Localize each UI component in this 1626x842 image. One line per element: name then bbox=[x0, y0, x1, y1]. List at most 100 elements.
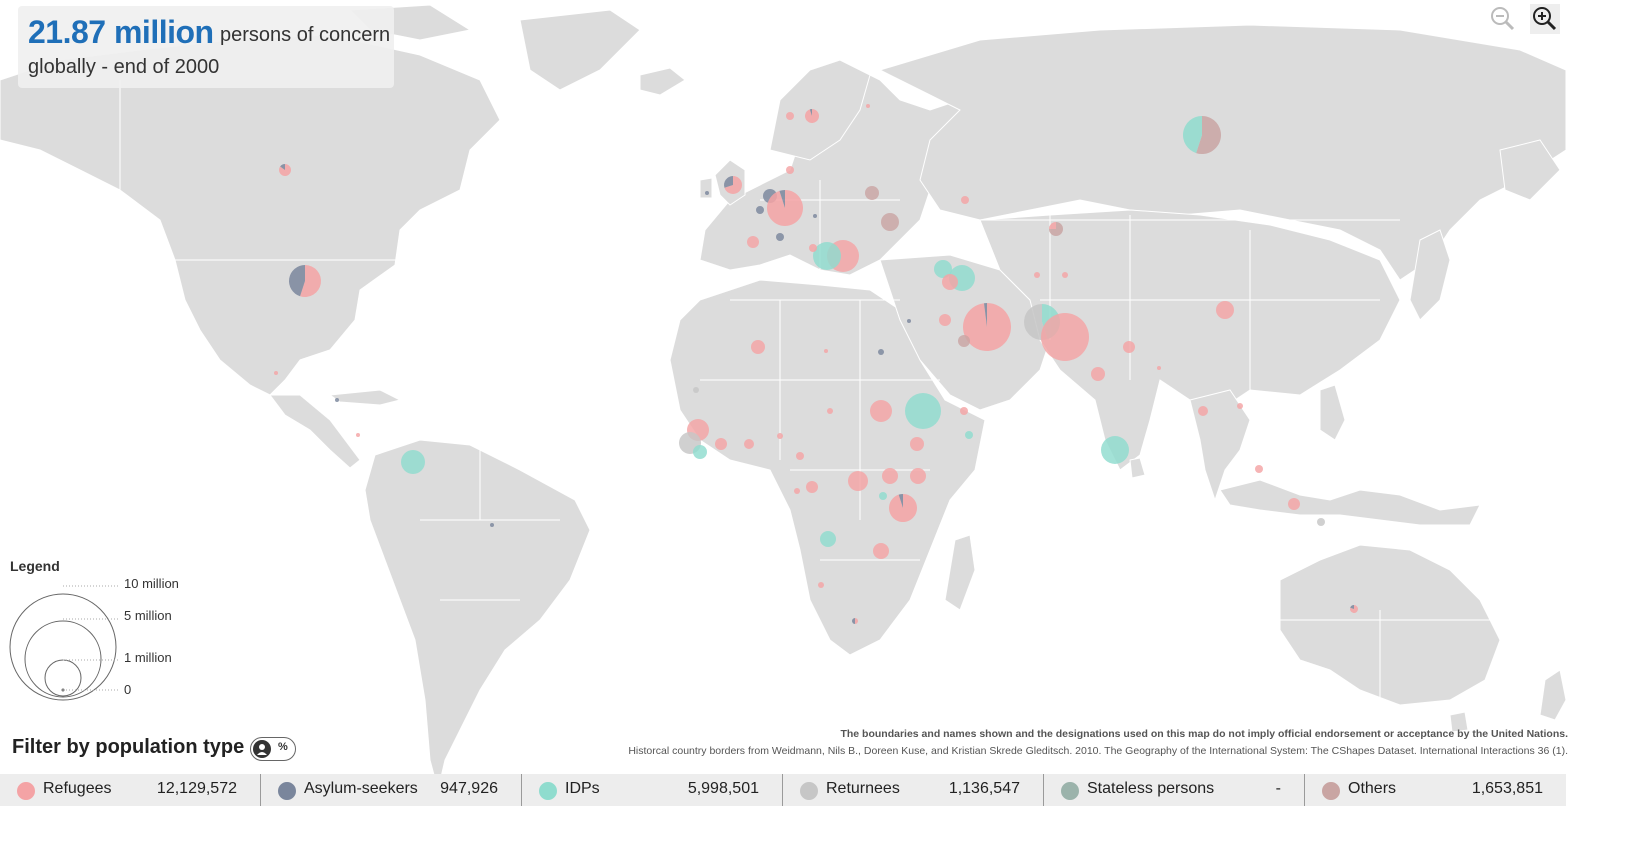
others-color-dot bbox=[1322, 782, 1340, 800]
country-bubble[interactable] bbox=[401, 450, 425, 474]
country-bubble[interactable] bbox=[818, 582, 824, 588]
country-bubble[interactable] bbox=[274, 371, 278, 375]
country-bubble[interactable] bbox=[1198, 406, 1208, 416]
country-bubble[interactable] bbox=[756, 206, 764, 214]
country-bubble[interactable] bbox=[910, 437, 924, 451]
country-bubble[interactable] bbox=[1062, 272, 1068, 278]
country-bubble-slice[interactable] bbox=[300, 265, 321, 297]
country-bubble[interactable] bbox=[882, 468, 898, 484]
country-bubble[interactable] bbox=[1216, 301, 1234, 319]
country-bubble-slice[interactable] bbox=[280, 164, 285, 170]
country-bubble[interactable] bbox=[907, 319, 911, 323]
country-bubble[interactable] bbox=[751, 340, 765, 354]
zoom-in-button[interactable] bbox=[1530, 4, 1560, 34]
country-bubble[interactable] bbox=[1123, 341, 1135, 353]
country-bubble[interactable] bbox=[1317, 518, 1325, 526]
country-bubble[interactable] bbox=[961, 196, 969, 204]
country-bubble-slice[interactable] bbox=[852, 618, 855, 624]
country-bubble[interactable] bbox=[824, 349, 828, 353]
country-bubble[interactable] bbox=[942, 274, 958, 290]
country-bubble[interactable] bbox=[813, 214, 817, 218]
country-bubble[interactable] bbox=[958, 335, 970, 347]
country-bubble-slice[interactable] bbox=[1196, 116, 1221, 155]
country-bubble[interactable] bbox=[965, 431, 973, 439]
filter-asylum-seekers[interactable]: Asylum-seekers 947,926 bbox=[261, 774, 522, 806]
country-bubble[interactable] bbox=[356, 433, 360, 437]
legend-label-5m: 5 million bbox=[124, 608, 172, 623]
filter-stateless-persons[interactable]: Stateless persons - bbox=[1044, 774, 1305, 806]
country-bubble[interactable] bbox=[813, 242, 841, 270]
country-bubble-slice[interactable] bbox=[1183, 116, 1202, 154]
country-bubble[interactable] bbox=[939, 314, 951, 326]
bubbles-layer[interactable] bbox=[274, 104, 1358, 624]
country-bubble[interactable] bbox=[1041, 313, 1089, 361]
country-bubble[interactable] bbox=[705, 191, 709, 195]
filter-name: IDPs bbox=[565, 780, 600, 797]
country-bubble[interactable] bbox=[809, 244, 817, 252]
filter-idps[interactable]: IDPs 5,998,501 bbox=[522, 774, 783, 806]
country-bubble[interactable] bbox=[905, 393, 941, 429]
country-bubble[interactable] bbox=[848, 471, 868, 491]
country-bubble[interactable] bbox=[934, 260, 952, 278]
map-svg[interactable] bbox=[0, 0, 1626, 800]
country-bubble[interactable] bbox=[806, 481, 818, 493]
country-bubble[interactable] bbox=[865, 186, 879, 200]
country-bubble[interactable] bbox=[910, 468, 926, 484]
country-bubble-slice[interactable] bbox=[983, 303, 987, 327]
country-bubble[interactable] bbox=[960, 407, 968, 415]
country-bubble-slice[interactable] bbox=[279, 163, 292, 176]
country-bubble-slice[interactable] bbox=[962, 303, 1011, 352]
country-bubble[interactable] bbox=[879, 492, 887, 500]
country-bubble-slice[interactable] bbox=[1049, 222, 1056, 229]
country-bubble[interactable] bbox=[794, 488, 800, 494]
country-bubble[interactable] bbox=[796, 452, 804, 460]
country-bubble-slice[interactable] bbox=[855, 618, 858, 624]
country-bubble[interactable] bbox=[873, 543, 889, 559]
filter-count: 1,653,851 bbox=[1471, 780, 1543, 797]
country-bubble[interactable] bbox=[866, 104, 870, 108]
country-bubble[interactable] bbox=[820, 531, 836, 547]
country-bubble[interactable] bbox=[878, 349, 884, 355]
filter-name: Asylum-seekers bbox=[304, 780, 418, 797]
country-bubble-slice[interactable] bbox=[898, 494, 903, 508]
country-bubble[interactable] bbox=[1157, 366, 1161, 370]
country-bubble[interactable] bbox=[827, 408, 833, 414]
country-bubble[interactable] bbox=[747, 236, 759, 248]
country-bubble[interactable] bbox=[776, 233, 784, 241]
country-bubble[interactable] bbox=[777, 433, 783, 439]
country-bubble-slice[interactable] bbox=[805, 109, 819, 124]
country-bubble[interactable] bbox=[1034, 272, 1040, 278]
country-bubble[interactable] bbox=[1237, 403, 1243, 409]
country-bubble[interactable] bbox=[1101, 436, 1129, 464]
filter-returnees[interactable]: Returnees 1,136,547 bbox=[783, 774, 1044, 806]
country-bubble-slice[interactable] bbox=[724, 176, 742, 194]
percent-toggle[interactable]: % bbox=[250, 737, 296, 761]
filter-count: 1,136,547 bbox=[948, 780, 1020, 797]
country-bubble-slice[interactable] bbox=[724, 176, 733, 188]
country-bubble[interactable] bbox=[786, 112, 794, 120]
legend-label-1m: 1 million bbox=[124, 650, 172, 665]
country-bubble-slice[interactable] bbox=[888, 494, 918, 523]
country-bubble-slice[interactable] bbox=[1350, 605, 1354, 609]
country-bubble[interactable] bbox=[786, 166, 794, 174]
country-bubble[interactable] bbox=[1288, 498, 1300, 510]
country-bubble[interactable] bbox=[1255, 465, 1263, 473]
filter-refugees[interactable]: Refugees 12,129,572 bbox=[0, 774, 261, 806]
country-bubble[interactable] bbox=[693, 445, 707, 459]
country-bubble-slice[interactable] bbox=[288, 265, 305, 297]
world-map[interactable]: 21.87 million persons of concern globall… bbox=[0, 0, 1626, 800]
country-bubble[interactable] bbox=[715, 438, 727, 450]
country-bubble-slice[interactable] bbox=[779, 190, 785, 208]
country-bubble[interactable] bbox=[335, 398, 339, 402]
country-bubble[interactable] bbox=[870, 400, 892, 422]
country-bubble[interactable] bbox=[1091, 367, 1105, 381]
country-bubble-slice[interactable] bbox=[809, 109, 812, 116]
country-bubble[interactable] bbox=[881, 213, 899, 231]
country-bubble[interactable] bbox=[693, 387, 699, 393]
land-layer bbox=[0, 4, 1567, 791]
zoom-out-button[interactable] bbox=[1488, 4, 1518, 34]
country-bubble[interactable] bbox=[744, 439, 754, 449]
filter-others[interactable]: Others 1,653,851 bbox=[1305, 774, 1566, 806]
country-bubble[interactable] bbox=[490, 523, 494, 527]
country-bubble-slice[interactable] bbox=[1023, 304, 1048, 341]
